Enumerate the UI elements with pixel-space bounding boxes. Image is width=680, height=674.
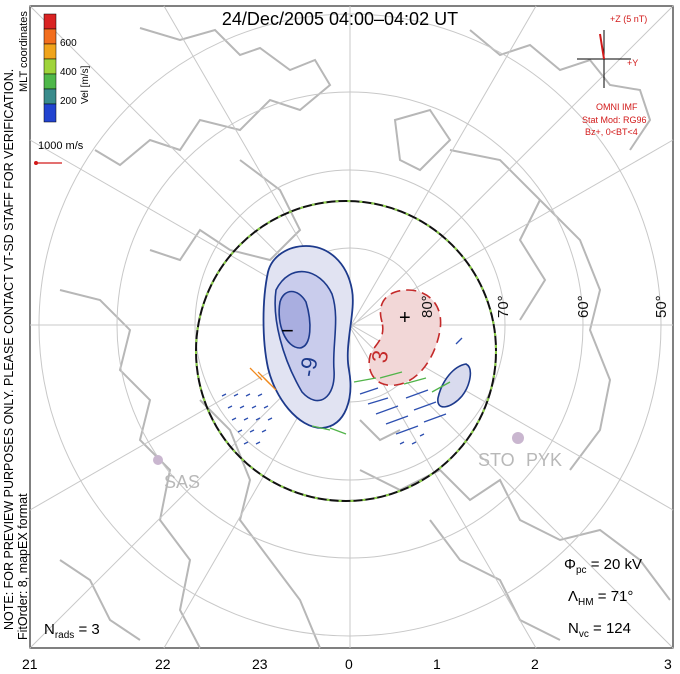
maximum-marker: +: [399, 307, 411, 329]
imf-model: Stat Mod: RG96: [582, 115, 647, 125]
stat-phi-sub: pc: [575, 565, 587, 576]
stat-phi-symbol: Φ: [564, 556, 576, 573]
station-sas: SAS: [164, 472, 200, 492]
stat-nrads: Nrads = 3: [44, 621, 100, 641]
imf-y-label: +Y: [627, 58, 639, 68]
colorbar-tick-600: 600: [60, 38, 77, 49]
colorbar-tick-400: 400: [60, 67, 77, 78]
vector-group-left-fast: [249, 367, 277, 391]
negative-cell: [262, 245, 354, 429]
scale-vector-origin: [34, 161, 38, 165]
mlt-tick-2: 2: [531, 656, 539, 672]
mlt-tick-23: 23: [252, 656, 268, 672]
contour-label-negative: -9: [295, 355, 323, 379]
colorbar-segment-4: [43, 58, 57, 75]
imf-source: OMNI IMF: [596, 102, 638, 112]
coastlines: [59, 27, 671, 649]
lat-label-70: 70°: [495, 295, 512, 318]
stat-nrads-symbol: N: [44, 621, 55, 638]
velocity-vectors: [221, 337, 463, 445]
colorbar-tick-200: 200: [60, 96, 77, 107]
stat-nvc-sub: vc: [578, 629, 589, 640]
stat-lambda-hm: ΛHM = 71°: [568, 588, 633, 608]
stat-lambda-value: = 71°: [597, 588, 634, 605]
fit-info: FitOrder: 8, mapEX format: [16, 493, 30, 640]
stat-nvc-value: = 124: [593, 620, 631, 637]
coordinates-label: MLT coordinates: [18, 11, 30, 92]
map-frame: [29, 5, 674, 649]
hm-boundary-dash: [195, 200, 497, 502]
stat-nrads-value: = 3: [78, 621, 100, 638]
station-markers: [153, 432, 524, 465]
stat-lambda-sub: HM: [578, 597, 594, 608]
stat-nvc-symbol: N: [568, 620, 579, 637]
colorbar: [43, 13, 57, 123]
colorbar-segment-3: [43, 43, 57, 60]
colorbar-segment-2: [43, 28, 57, 45]
imf-dial: [577, 30, 631, 88]
colorbar-label: Vel [m/s]: [80, 65, 91, 104]
vector-group-right-green: [311, 371, 451, 435]
mlt-tick-0: 0: [345, 656, 353, 672]
stat-nrads-sub: rads: [54, 630, 75, 641]
stat-lambda-symbol: Λ: [568, 588, 579, 605]
station-pyk: PYK: [526, 450, 562, 470]
colorbar-segment-5: [43, 73, 57, 90]
contour-label-positive: 3: [367, 348, 394, 364]
preview-notice: NOTE: FOR PREVIEW PURPOSES ONLY. PLEASE …: [2, 68, 16, 630]
colorbar-segment-7: [43, 103, 57, 123]
lat-label-60: 60°: [575, 295, 592, 318]
scale-vector-label: 1000 m/s: [38, 140, 84, 152]
stat-phi-pc: Φpc = 20 kV: [564, 556, 642, 576]
small-contour: [437, 363, 472, 408]
mlt-tick-3: 3: [664, 656, 672, 672]
mlt-tick-21: 21: [22, 656, 38, 672]
imf-vector: [599, 33, 605, 60]
stat-phi-value: = 20 kV: [590, 556, 642, 573]
imf-z-label: +Z (5 nT): [610, 14, 648, 24]
vector-isolated: [455, 337, 463, 345]
map-title: 24/Dec/2005 04:00–04:02 UT: [221, 9, 459, 29]
positive-cell: [368, 289, 442, 387]
imf-condition: Bz+, 0<BT<4: [585, 127, 638, 137]
mlt-tick-1: 1: [433, 656, 441, 672]
mlt-tick-22: 22: [155, 656, 171, 672]
colorbar-segment-6: [43, 88, 57, 105]
lat-label-50: 50°: [653, 295, 670, 318]
vector-group-left: [221, 393, 273, 445]
minimum-marker: −: [281, 318, 294, 343]
lat-label-80: 80°: [419, 295, 436, 318]
stat-nvc: Nvc = 124: [568, 620, 631, 640]
vector-group-right: [359, 387, 447, 445]
station-sto: STO: [478, 450, 515, 470]
